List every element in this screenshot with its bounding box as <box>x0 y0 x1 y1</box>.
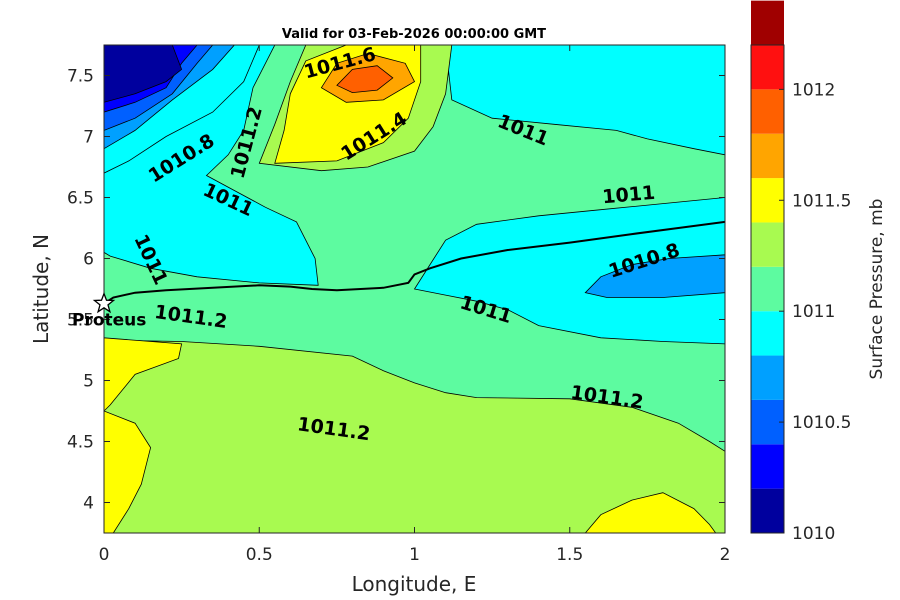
contour-region <box>584 254 725 298</box>
colorbar-tick-label: 1010.5 <box>792 413 851 433</box>
axis-ticks: 0 0.5 1 1.5 2 4 4.5 5 5.5 6 6.5 7 7.5 <box>67 45 730 565</box>
y-tick-label: 5 <box>83 372 94 392</box>
y-tick-label: 5.5 <box>67 311 94 331</box>
colorbar-frame <box>750 44 785 534</box>
colorbar-swatch <box>751 133 784 179</box>
colorbar-swatch <box>751 222 784 267</box>
y-axis-label: Latitude, N <box>29 234 53 344</box>
colorbar-tick-label: 1012 <box>792 80 835 100</box>
x-tick-label: 1 <box>409 545 420 565</box>
contour-label: 1011 <box>601 182 656 209</box>
x-tick-label: 2 <box>720 545 731 565</box>
x-axis-label: Longitude, E <box>352 572 477 596</box>
colorbar-swatch <box>751 266 784 312</box>
colorbar-label: Surface Pressure, mb <box>867 199 887 380</box>
colorbar: 1010 1010.5 1011 1011.5 1012 <box>750 0 851 544</box>
contour-region <box>336 65 394 94</box>
contour-region <box>584 492 717 533</box>
contour-region <box>104 45 183 103</box>
y-tick-label: 4.5 <box>67 433 94 453</box>
y-tick-label: 6 <box>83 250 94 270</box>
colorbar-swatch <box>751 45 784 90</box>
chart-title: Valid for 03-Feb-2026 00:00:00 GMT <box>282 27 546 42</box>
colorbar-swatch <box>751 89 784 134</box>
coastline <box>104 220 725 305</box>
site-marker-star <box>92 291 116 314</box>
x-tick-label: 0 <box>99 545 110 565</box>
colorbar-swatch <box>751 0 784 45</box>
contour-region <box>413 197 725 345</box>
site-label: Proteus <box>72 311 146 331</box>
contour-region <box>445 45 725 156</box>
colorbar-swatch <box>751 355 784 400</box>
y-tick-label: 7 <box>83 128 94 148</box>
colorbar-tick-label: 1011 <box>792 302 835 322</box>
colorbar-swatch <box>751 488 784 533</box>
colorbar-swatch <box>751 178 784 223</box>
colorbar-swatch <box>751 311 784 356</box>
colorbar-tick-label: 1010 <box>792 524 835 544</box>
colorbar-tick-label: 1011.5 <box>792 191 851 211</box>
contour-region <box>104 339 725 533</box>
y-tick-label: 4 <box>83 494 94 514</box>
y-tick-label: 7.5 <box>67 67 94 87</box>
contour-region <box>104 410 152 533</box>
y-tick-label: 6.5 <box>67 189 94 209</box>
contour-region <box>104 337 183 412</box>
x-tick-label: 0.5 <box>246 545 273 565</box>
colorbar-swatch <box>751 399 784 445</box>
x-tick-label: 1.5 <box>556 545 583 565</box>
colorbar-swatch <box>751 444 784 489</box>
